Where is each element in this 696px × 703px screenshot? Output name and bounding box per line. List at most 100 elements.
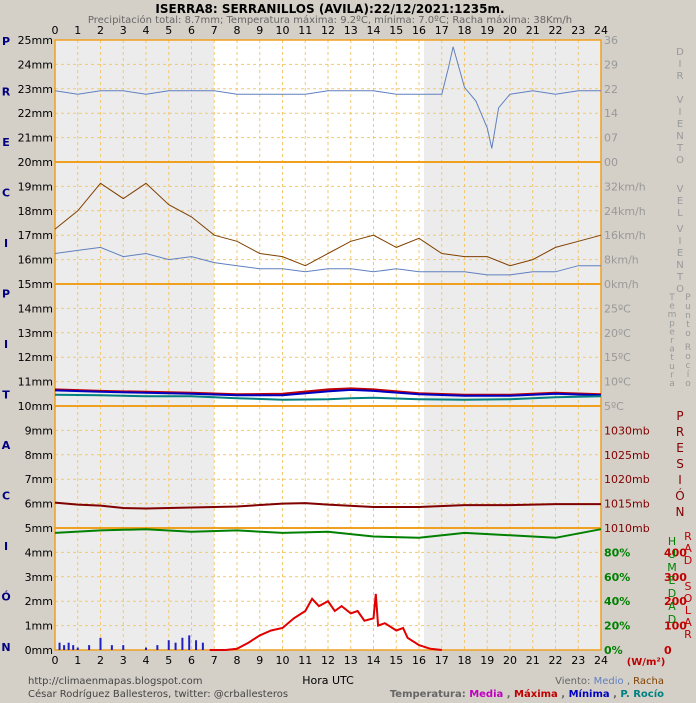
x-tick-top: 5 bbox=[165, 24, 172, 37]
x-tick-bottom: 0 bbox=[52, 654, 59, 667]
left-tick-label: 23mm bbox=[18, 83, 53, 96]
rad-unit: (W/m²) bbox=[627, 657, 666, 668]
footer-viento-legend: Viento: Medio , Racha bbox=[555, 676, 664, 687]
right-tick-label: 36 bbox=[604, 34, 618, 47]
grid-lines bbox=[55, 40, 601, 650]
right-tick-label: 32km/h bbox=[604, 180, 646, 193]
dir-viento-letter: R bbox=[677, 71, 684, 82]
x-tick-top: 20 bbox=[503, 24, 517, 37]
x-tick-bottom: 7 bbox=[211, 654, 218, 667]
dir-viento-letter: I bbox=[679, 107, 682, 118]
left-vlabel-letter: C bbox=[2, 490, 10, 503]
right-tick-label: 8km/h bbox=[604, 254, 639, 267]
right-tick-label: 0 bbox=[664, 644, 672, 657]
x-tick-bottom: 9 bbox=[256, 654, 263, 667]
left-vlabel-letter: I bbox=[4, 540, 8, 553]
rocio-letter: c bbox=[686, 361, 691, 371]
presion-letter: N bbox=[676, 505, 685, 519]
left-tick-label: 22mm bbox=[18, 107, 53, 120]
y-axis-left-mm: 25mm 24mm 23mm 22mm 21mm 20mm 19mm 18mm 17mm 16mm… bbox=[18, 34, 53, 657]
x-tick-top: 10 bbox=[276, 24, 290, 37]
footer-url: http://climaenmapas.blogspot.com bbox=[28, 676, 203, 687]
temp-letter: e bbox=[669, 302, 675, 312]
x-tick-top: 24 bbox=[594, 24, 608, 37]
right-tick-label: 40% bbox=[604, 595, 630, 608]
right-tick-label: 200 bbox=[664, 595, 687, 608]
x-tick-top: 13 bbox=[344, 24, 358, 37]
x-tick-bottom: 4 bbox=[143, 654, 150, 667]
x-tick-top: 1 bbox=[74, 24, 81, 37]
x-tick-top: 21 bbox=[526, 24, 540, 37]
left-vlabel-letter: I bbox=[4, 338, 8, 351]
vel-viento-letter: N bbox=[676, 260, 683, 271]
left-tick-label: 15mm bbox=[18, 278, 53, 291]
temp-letter: t bbox=[670, 353, 674, 363]
vel-viento-letter: I bbox=[679, 236, 682, 247]
left-tick-label: 9mm bbox=[25, 424, 53, 437]
x-tick-bottom: 18 bbox=[458, 654, 472, 667]
x-tick-bottom: 12 bbox=[321, 654, 335, 667]
x-tick-bottom: 20 bbox=[503, 654, 517, 667]
night-shade-morning bbox=[55, 40, 214, 650]
precipitacion-vertical-label: P R E C I P I T A C I Ó N bbox=[1, 35, 10, 654]
left-tick-label: 18mm bbox=[18, 205, 53, 218]
x-axis-label: Hora UTC bbox=[302, 674, 354, 687]
right-tick-label: 400 bbox=[664, 546, 687, 559]
left-tick-label: 5mm bbox=[25, 522, 53, 535]
dir-viento-letter: V bbox=[677, 95, 684, 106]
rad-letter: D bbox=[684, 554, 692, 567]
x-tick-bottom: 3 bbox=[120, 654, 127, 667]
x-tick-bottom: 1 bbox=[74, 654, 81, 667]
rocio-letter: í bbox=[687, 370, 690, 380]
rocio-letter: o bbox=[685, 329, 691, 339]
x-tick-bottom: 10 bbox=[276, 654, 290, 667]
right-tick-label: 1020mb bbox=[604, 473, 650, 486]
series-viento-medio bbox=[54, 246, 601, 276]
right-tick-label: 22 bbox=[604, 83, 618, 96]
data-series bbox=[54, 46, 602, 651]
solar-letter: O bbox=[684, 592, 693, 605]
humedad-letter: U bbox=[668, 548, 676, 561]
right-tick-label: 10ºC bbox=[604, 376, 631, 389]
series-presion bbox=[54, 501, 601, 510]
rocio-letter: o bbox=[685, 352, 691, 362]
right-tick-label: 00 bbox=[604, 156, 618, 169]
legend-viento-racha: Racha bbox=[633, 676, 664, 687]
humedad-letter: E bbox=[669, 574, 676, 587]
rocio-letter: t bbox=[686, 320, 690, 330]
right-tick-label: 0km/h bbox=[604, 278, 639, 291]
x-tick-bottom: 17 bbox=[435, 654, 449, 667]
vel-viento-letter: L bbox=[677, 208, 683, 219]
left-tick-label: 20mm bbox=[18, 156, 53, 169]
right-tick-label: 15ºC bbox=[604, 351, 631, 364]
legend-temp-media: Media bbox=[469, 689, 503, 700]
vel-viento-letter: O bbox=[676, 284, 684, 295]
solar-letter: R bbox=[684, 628, 692, 641]
temp-letter: a bbox=[669, 345, 675, 355]
left-tick-label: 14mm bbox=[18, 302, 53, 315]
left-vlabel-letter: N bbox=[1, 641, 10, 654]
dir-viento-letter: I bbox=[679, 59, 682, 70]
left-tick-label: 16mm bbox=[18, 254, 53, 267]
x-tick-bottom: 16 bbox=[412, 654, 426, 667]
presion-letter: E bbox=[676, 441, 684, 455]
x-tick-bottom: 11 bbox=[298, 654, 312, 667]
left-vlabel-letter: R bbox=[2, 86, 11, 99]
temp-letter: u bbox=[669, 362, 675, 372]
presion-letter: S bbox=[676, 457, 684, 471]
right-tick-label: 1025mb bbox=[604, 449, 650, 462]
temp-letter: a bbox=[669, 379, 675, 389]
series-dir-viento bbox=[54, 46, 601, 149]
legend-viento-medio: Medio bbox=[594, 676, 624, 687]
left-vlabel-letter: T bbox=[2, 389, 10, 402]
right-tick-label: 14 bbox=[604, 107, 618, 120]
temp-letter: T bbox=[668, 293, 675, 303]
x-tick-bottom: 21 bbox=[526, 654, 540, 667]
x-tick-top: 16 bbox=[412, 24, 426, 37]
temp-letter: r bbox=[670, 336, 674, 346]
presion-letter: R bbox=[676, 425, 684, 439]
presion-letter: P bbox=[676, 409, 683, 423]
left-tick-label: 2mm bbox=[25, 595, 53, 608]
legend-temp-maxima: Máxima bbox=[514, 688, 558, 700]
